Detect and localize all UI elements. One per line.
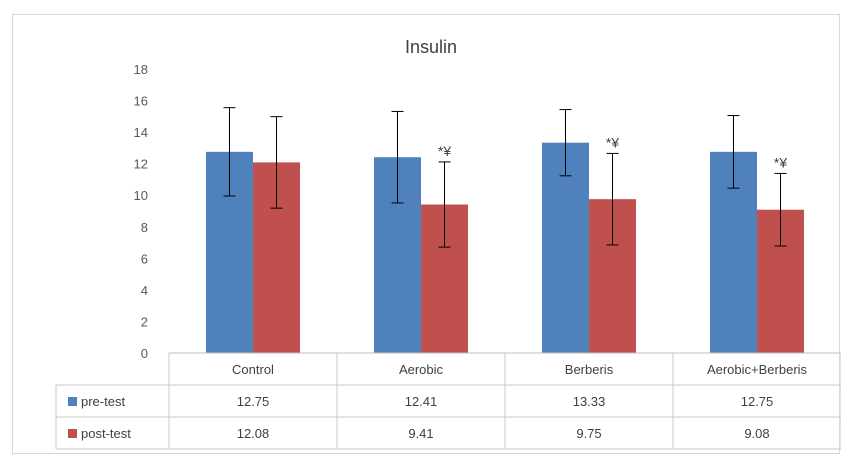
significance-annotation: *¥ xyxy=(606,134,619,150)
category-label: Aerobic+Berberis xyxy=(707,362,808,377)
y-tick-label: 2 xyxy=(141,314,148,329)
y-tick-label: 4 xyxy=(141,283,148,298)
table-value: 12.75 xyxy=(741,394,774,409)
legend-label-post-test: post-test xyxy=(81,426,131,441)
table-value: 12.41 xyxy=(405,394,438,409)
y-tick-label: 18 xyxy=(134,62,148,77)
table-value: 9.75 xyxy=(576,426,601,441)
significance-annotation: *¥ xyxy=(774,154,787,170)
legend-swatch-post-test xyxy=(68,429,77,438)
category-label: Berberis xyxy=(565,362,614,377)
table-value: 13.33 xyxy=(573,394,606,409)
bar-pre-test-2 xyxy=(542,142,589,353)
significance-annotation: *¥ xyxy=(438,143,451,159)
legend-swatch-pre-test xyxy=(68,397,77,406)
category-label: Aerobic xyxy=(399,362,444,377)
table-value: 9.41 xyxy=(408,426,433,441)
y-tick-label: 0 xyxy=(141,346,148,361)
y-tick-label: 10 xyxy=(134,188,148,203)
table-value: 12.08 xyxy=(237,426,270,441)
chart-title: Insulin xyxy=(405,37,457,57)
table-value: 9.08 xyxy=(744,426,769,441)
y-tick-label: 6 xyxy=(141,251,148,266)
category-label: Control xyxy=(232,362,274,377)
chart-frame: Insulin 0 2 4 6 8 10 12 14 16 18 *¥ *¥ *¥ Control Aero… xyxy=(12,14,841,454)
y-tick-label: 16 xyxy=(134,94,148,109)
legend-label-pre-test: pre-test xyxy=(81,394,125,409)
y-tick-label: 8 xyxy=(141,220,148,235)
y-tick-label: 14 xyxy=(134,125,148,140)
y-tick-label: 12 xyxy=(134,157,148,172)
insulin-chart: Insulin 0 2 4 6 8 10 12 14 16 18 *¥ *¥ *¥ Control Aero… xyxy=(55,37,841,450)
table-value: 12.75 xyxy=(237,394,270,409)
